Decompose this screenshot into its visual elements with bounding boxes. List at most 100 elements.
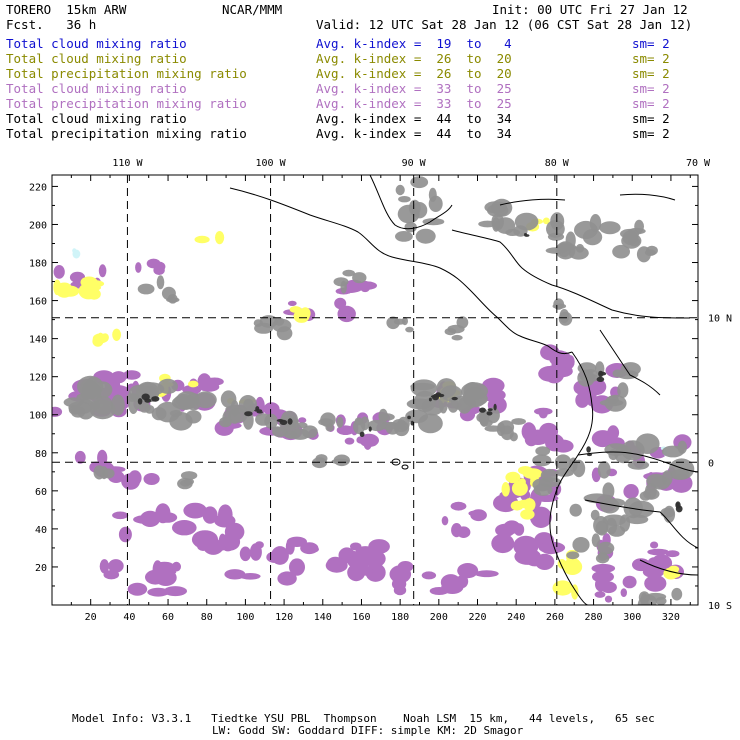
gray-blob xyxy=(640,594,657,605)
yellow-blob xyxy=(187,380,199,388)
gray-blob xyxy=(70,406,86,418)
gray-blob xyxy=(569,503,582,517)
purple-blob xyxy=(470,509,487,522)
gray-blob xyxy=(253,319,263,327)
purple-blob xyxy=(356,436,365,444)
legend-sm: sm= 2 xyxy=(632,96,670,111)
gray-blob xyxy=(484,425,502,432)
x-tick-label: 160 xyxy=(352,612,370,623)
legend-kindex: Avg. k-index = 33 to 25 xyxy=(316,96,512,111)
purple-blob xyxy=(538,541,566,554)
x-tick-label: 60 xyxy=(162,612,174,623)
purple-blob xyxy=(566,355,575,369)
gray-blob xyxy=(428,187,437,202)
purple-blob xyxy=(457,563,479,579)
purple-blob xyxy=(441,516,449,526)
purple-blob xyxy=(344,284,360,293)
y-tick-label: 80 xyxy=(35,449,47,460)
dark-blob xyxy=(675,502,680,507)
purple-blob xyxy=(147,587,170,597)
y-tick-label: 180 xyxy=(29,259,47,270)
gray-blob xyxy=(394,420,410,437)
y-tick-label: 40 xyxy=(35,525,47,536)
purple-blob xyxy=(171,561,181,572)
purple-blob xyxy=(491,533,515,554)
yellow-blob xyxy=(668,565,680,573)
gray-blob xyxy=(177,477,193,490)
x-tick-label: 260 xyxy=(546,612,564,623)
yellow-blob xyxy=(300,307,311,320)
legend-kindex: Avg. k-index = 33 to 25 xyxy=(316,81,512,96)
gray-blob xyxy=(185,410,202,424)
yellow-blob xyxy=(522,468,543,479)
legend-field: Total cloud mixing ratio xyxy=(6,81,187,96)
purple-blob xyxy=(121,473,140,490)
x-tick-label: 140 xyxy=(314,612,332,623)
purple-blob xyxy=(108,559,124,573)
purple-blob xyxy=(99,559,110,574)
purple-blob xyxy=(359,280,371,293)
gray-blob xyxy=(575,243,585,253)
x-tick-label: 180 xyxy=(391,612,409,623)
hispaniola xyxy=(619,193,676,201)
x-tick-label: 40 xyxy=(123,612,135,623)
gray-blob xyxy=(336,416,344,428)
yellow-blob xyxy=(511,480,528,496)
purple-blob xyxy=(152,560,163,579)
dark-blob xyxy=(430,395,438,398)
purple-blob xyxy=(347,555,371,569)
legend-sm: sm= 2 xyxy=(632,81,670,96)
gray-blob xyxy=(272,426,288,438)
gray-blob xyxy=(395,231,413,242)
gray-blob xyxy=(532,478,552,492)
y-tick-label: 220 xyxy=(29,182,47,193)
legend-field: Total cloud mixing ratio xyxy=(6,111,187,126)
gray-blob xyxy=(595,553,610,564)
gray-blob xyxy=(137,283,155,295)
x-tick-label: 320 xyxy=(662,612,680,623)
purple-blob xyxy=(266,551,284,563)
gray-blob xyxy=(320,412,336,428)
purple-blob xyxy=(140,510,161,527)
purple-blob xyxy=(514,548,541,565)
gray-blob xyxy=(144,405,155,414)
purple-blob xyxy=(513,523,525,536)
purple-blob xyxy=(359,566,373,576)
purple-blob xyxy=(456,526,471,538)
gray-blob xyxy=(660,507,675,518)
purple-blob xyxy=(239,546,251,562)
gray-blob xyxy=(352,272,367,284)
y-tick-label: 60 xyxy=(35,487,47,498)
gray-blob xyxy=(404,222,417,233)
yellow-blob xyxy=(101,333,109,342)
gray-blob xyxy=(565,231,576,250)
central-america-coast xyxy=(229,187,573,355)
gray-blob xyxy=(606,395,619,404)
plot-frame xyxy=(51,174,699,606)
gray-blob xyxy=(194,391,217,409)
gray-blob xyxy=(92,381,113,399)
purple-blob xyxy=(203,538,224,555)
gray-blob xyxy=(597,461,611,479)
purple-blob xyxy=(118,526,132,543)
purple-blob xyxy=(450,501,467,511)
andes-border-1 xyxy=(577,451,698,473)
gray-blob xyxy=(342,269,356,277)
gray-blob xyxy=(593,516,609,535)
yellow-blob xyxy=(87,288,101,300)
purple-blob xyxy=(218,504,233,525)
purple-blob xyxy=(146,258,161,269)
gray-blob xyxy=(566,551,580,560)
purple-blob xyxy=(650,541,659,549)
purple-blob xyxy=(163,586,187,597)
purple-blob xyxy=(287,300,297,306)
purple-blob xyxy=(334,297,347,310)
gray-blob xyxy=(582,229,603,246)
gray-cloud-layer xyxy=(63,176,695,605)
dark-blob xyxy=(256,410,263,414)
purple-blob xyxy=(277,571,297,586)
purple-blob xyxy=(595,577,607,592)
dark-blob xyxy=(407,415,411,420)
purple-blob xyxy=(623,484,639,499)
dark-blob xyxy=(137,398,143,405)
